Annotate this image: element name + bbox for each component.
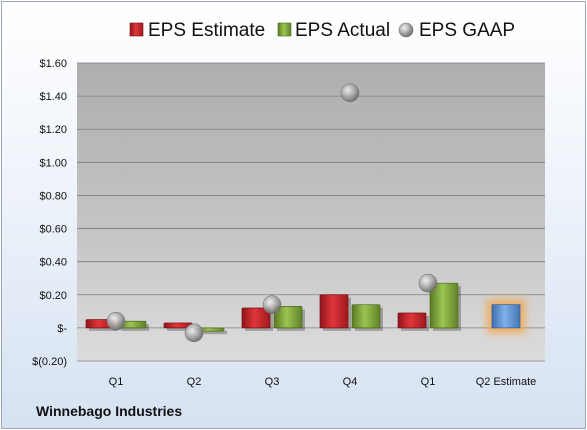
y-tick-label: $(0.20) — [32, 356, 67, 368]
y-tick-label: $0.40 — [39, 257, 67, 269]
y-tick-label: $1.20 — [39, 124, 67, 136]
gaap-markers — [106, 83, 438, 343]
x-tick-label: Q2 — [187, 376, 202, 388]
x-axis-tick-labels: Q1 Q2 Q3 Q4 Q1 Q2 Estimate — [109, 376, 537, 388]
bar-eps-actual — [195, 327, 227, 335]
marker-eps-gaap — [340, 83, 360, 103]
company-name: Winnebago Industries — [36, 403, 183, 419]
legend-label-actual: EPS Actual — [295, 20, 390, 41]
legend-label-estimate: EPS Estimate — [148, 20, 265, 41]
gridlines — [77, 62, 545, 362]
legend: EPS Estimate EPS Actual EPS GAAP — [129, 20, 515, 41]
bar-eps-estimate-face — [241, 307, 271, 329]
legend-label-gaap: EPS GAAP — [419, 20, 515, 41]
x-tick-label: Q1 — [109, 376, 124, 388]
y-tick-label: $1.40 — [39, 91, 67, 103]
y-tick-label: $- — [57, 323, 67, 335]
bar-eps-estimate-face — [319, 294, 349, 329]
bar-eps-actual-face — [429, 282, 459, 329]
bar-eps-actual — [429, 282, 461, 331]
y-tick-label: $0.60 — [39, 224, 67, 236]
bar-eps-actual — [351, 304, 383, 331]
bar-eps-actual — [273, 306, 305, 331]
plot-area — [77, 63, 545, 361]
bar-eps-actual-shadow — [199, 330, 227, 335]
bar-eps-actual-face — [351, 304, 381, 329]
y-tick-label: $0.20 — [39, 290, 67, 302]
bar-eps-estimate — [397, 312, 429, 331]
x-tick-label: Q3 — [265, 376, 280, 388]
bar-eps-estimate — [319, 294, 351, 331]
y-tick-label: $0.80 — [39, 190, 67, 202]
bar-q2-estimate — [491, 304, 521, 329]
marker-eps-gaap — [418, 273, 438, 293]
marker-eps-gaap — [262, 295, 282, 315]
y-tick-label: $1.60 — [39, 58, 67, 70]
y-axis-tick-labels: $1.60 $1.40 $1.20 $1.00 $0.80 $0.60 $0.40 $0.20… — [32, 58, 67, 368]
legend-swatch-actual — [277, 22, 292, 37]
y-tick-label: $1.00 — [39, 157, 67, 169]
legend-swatch-estimate — [129, 22, 144, 37]
x-tick-label: Q1 — [421, 376, 436, 388]
bar-eps-estimate-face — [397, 312, 427, 329]
marker-eps-gaap — [184, 323, 204, 343]
bar-eps-estimate — [163, 322, 195, 331]
marker-eps-gaap — [106, 311, 126, 331]
bar-eps-actual-face — [273, 306, 303, 329]
x-tick-label: Q2 Estimate — [476, 376, 537, 388]
x-tick-label: Q4 — [343, 376, 358, 388]
bar-eps-estimate — [241, 307, 273, 331]
legend-marker-gaap — [398, 22, 414, 38]
bar-eps-estimate-shadow — [167, 325, 195, 331]
